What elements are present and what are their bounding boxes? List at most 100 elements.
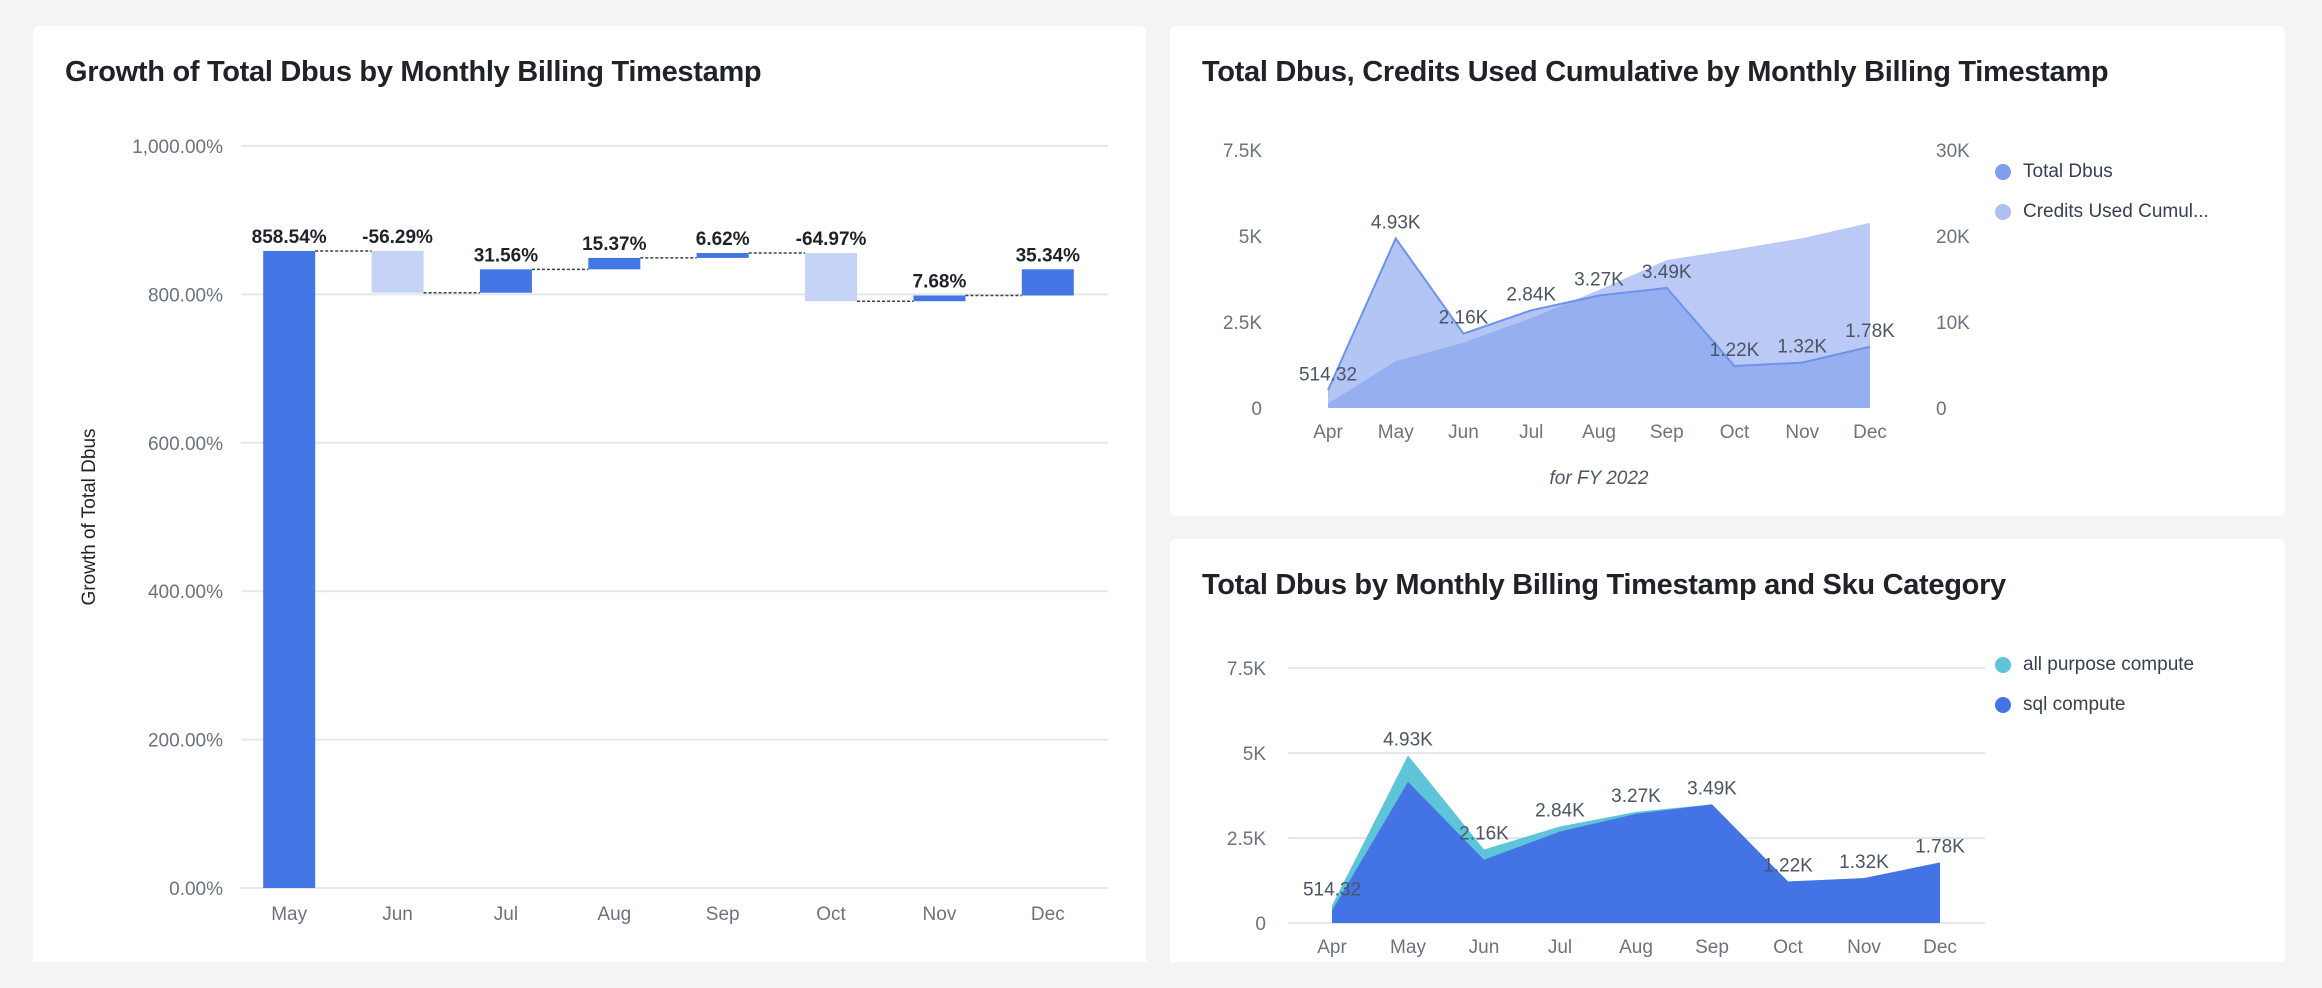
x-tick-label: Apr — [1313, 422, 1343, 443]
legend-label: Credits Used Cumul... — [2023, 201, 2209, 222]
y-tick-label: 0 — [1255, 914, 1266, 935]
waterfall-bar — [696, 252, 749, 258]
data-label: 2.84K — [1506, 284, 1556, 305]
data-label: 15.37% — [582, 234, 647, 255]
x-tick-label: Dec — [1923, 937, 1957, 958]
cumulative-chart-title: Total Dbus, Credits Used Cumulative by M… — [1202, 56, 2109, 88]
x-tick-label: Jun — [1448, 422, 1479, 443]
y-tick-label: 5K — [1243, 744, 1267, 765]
legend-item-credits-used[interactable]: Credits Used Cumul... — [1995, 192, 2209, 232]
y-tick-label: 400.00% — [148, 582, 223, 603]
data-label: 1.78K — [1845, 321, 1895, 342]
legend-dot — [1995, 164, 2011, 180]
x-tick-label: Dec — [1853, 422, 1887, 443]
x-tick-label: May — [271, 904, 307, 925]
waterfall-bar — [805, 252, 858, 302]
data-label: 1.22K — [1763, 856, 1813, 877]
y-tick-label: 7.5K — [1227, 659, 1266, 680]
data-label: 3.49K — [1642, 262, 1692, 283]
legend-label: all purpose compute — [2023, 654, 2195, 675]
growth-chart-title: Growth of Total Dbus by Monthly Billing … — [65, 56, 762, 88]
data-label: 3.27K — [1611, 786, 1661, 807]
x-tick-label: Sep — [1695, 937, 1729, 958]
y-tick-label: 1,000.00% — [132, 137, 223, 158]
x-tick-label: Aug — [1619, 937, 1653, 958]
chart-subtitle: for FY 2022 — [1550, 468, 1649, 489]
x-tick-label: Dec — [1031, 904, 1065, 925]
y-left-tick-label: 5K — [1239, 227, 1263, 248]
data-label: 4.93K — [1383, 729, 1433, 750]
x-tick-label: Aug — [597, 904, 631, 925]
sku-legend: all purpose compute sql compute — [1995, 645, 2194, 725]
data-label: 7.68% — [913, 272, 967, 293]
data-label: -64.97% — [796, 229, 867, 250]
x-tick-label: Jul — [1548, 937, 1572, 958]
data-label: 31.56% — [474, 245, 539, 266]
y-tick-label: 800.00% — [148, 285, 223, 306]
waterfall-bar — [588, 257, 641, 270]
legend-item-sql-compute[interactable]: sql compute — [1995, 685, 2194, 725]
x-tick-label: Oct — [1773, 937, 1803, 958]
data-label: -56.29% — [362, 227, 433, 248]
cumulative-chart-panel: Total Dbus, Credits Used Cumulative by M… — [1170, 26, 2285, 516]
y-tick-label: 2.5K — [1227, 829, 1266, 850]
legend-item-total-dbus[interactable]: Total Dbus — [1995, 152, 2209, 192]
data-label: 2.16K — [1439, 308, 1489, 329]
sql-compute-area — [1332, 781, 1940, 923]
data-label: 6.62% — [696, 229, 750, 250]
x-tick-label: Jun — [382, 904, 413, 925]
data-label: 3.49K — [1687, 778, 1737, 799]
x-tick-label: Nov — [923, 904, 957, 925]
x-tick-label: Nov — [1847, 937, 1881, 958]
x-tick-label: Oct — [816, 904, 846, 925]
y-tick-label: 0.00% — [169, 879, 223, 900]
page-bottom-strip — [0, 962, 2322, 988]
x-tick-label: Sep — [1650, 422, 1684, 443]
waterfall-bar — [263, 250, 316, 888]
y-tick-label: 600.00% — [148, 434, 223, 455]
x-tick-label: Nov — [1785, 422, 1819, 443]
legend-dot — [1995, 697, 2011, 713]
cumulative-chart: 0 2.5K 5K 7.5K 0 10K 20K 30K 514.32 4.93K 2.16K 2.8… — [1223, 141, 1970, 489]
data-label: 858.54% — [252, 227, 327, 248]
x-tick-label: Apr — [1317, 937, 1347, 958]
x-tick-label: Oct — [1720, 422, 1750, 443]
sku-chart: 0 2.5K 5K 7.5K 514.32 4.93K 2.16K 2.84K 3.27K 3.4… — [1227, 659, 1985, 958]
sku-chart-panel: Total Dbus by Monthly Billing Timestamp … — [1170, 539, 2285, 988]
waterfall-bar — [1021, 269, 1074, 296]
y-tick-label: 200.00% — [148, 731, 223, 752]
x-tick-label: Jul — [494, 904, 518, 925]
growth-chart: 0.00% 200.00% 400.00% 600.00% 800.00% 1,000.0… — [79, 137, 1108, 925]
total-dbus-line — [1327, 236, 1871, 391]
y-left-tick-label: 2.5K — [1223, 313, 1262, 334]
total-dbus-area — [1328, 238, 1870, 408]
data-label: 1.22K — [1710, 340, 1760, 361]
legend-item-all-purpose[interactable]: all purpose compute — [1995, 645, 2194, 685]
growth-chart-panel: Growth of Total Dbus by Monthly Billing … — [33, 26, 1146, 988]
legend-label: Total Dbus — [2023, 161, 2113, 182]
legend-dot — [1995, 657, 2011, 673]
y-left-tick-label: 7.5K — [1223, 141, 1262, 162]
y-right-tick-label: 0 — [1936, 399, 1947, 420]
legend-label: sql compute — [2023, 694, 2126, 715]
y-right-tick-label: 30K — [1936, 141, 1970, 162]
data-label: 1.78K — [1915, 836, 1965, 857]
waterfall-bar — [479, 269, 532, 293]
data-label: 514.32 — [1299, 364, 1357, 385]
data-label: 514.32 — [1303, 880, 1361, 901]
data-label: 4.93K — [1371, 212, 1421, 233]
y-right-tick-label: 20K — [1936, 227, 1970, 248]
x-tick-label: Jun — [1469, 937, 1500, 958]
data-label: 1.32K — [1839, 852, 1889, 873]
legend-dot — [1995, 204, 2011, 220]
cumulative-legend: Total Dbus Credits Used Cumul... — [1995, 152, 2209, 232]
y-axis-label: Growth of Total Dbus — [79, 428, 100, 605]
waterfall-bar — [913, 295, 966, 302]
y-left-tick-label: 0 — [1251, 399, 1262, 420]
x-tick-label: Sep — [706, 904, 740, 925]
data-label: 3.27K — [1574, 270, 1624, 291]
data-label: 35.34% — [1016, 245, 1081, 266]
sku-chart-title: Total Dbus by Monthly Billing Timestamp … — [1202, 569, 2006, 601]
waterfall-bar — [371, 250, 424, 293]
x-tick-label: May — [1378, 422, 1414, 443]
